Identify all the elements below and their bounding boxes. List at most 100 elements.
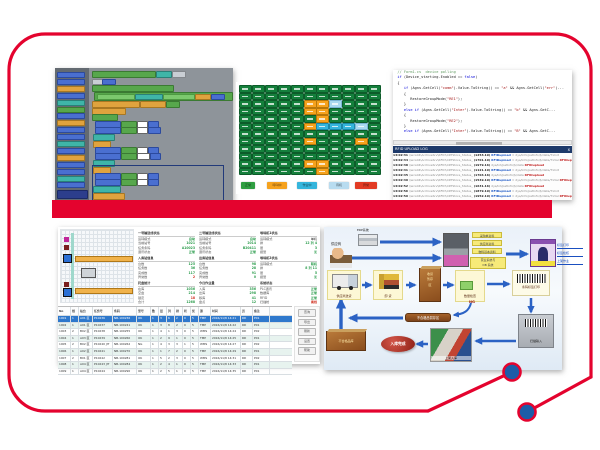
log-token: (1253.19) (473, 153, 491, 157)
code-block (121, 153, 137, 160)
table-cell: 5 (191, 342, 199, 348)
table-cell: 员 (241, 307, 253, 315)
table-cell: 2 (175, 316, 183, 322)
grid-cell (303, 85, 317, 93)
code-line: if (Agns.GetCell("comm").Value.ToString(… (393, 86, 572, 91)
check-screen-icon (460, 281, 473, 290)
table-cell: 2016/11/8 14:22 (211, 322, 241, 329)
side-button: 帮助 (298, 347, 316, 355)
grid-cell (368, 145, 381, 153)
status-panel: 今日作业量 入库 356 出库 298 移库 41 盘点 12 (199, 281, 256, 305)
code-token: false (464, 75, 476, 80)
table-cell: RD (241, 348, 253, 355)
grid-cell (329, 92, 343, 101)
grid-cell (316, 100, 330, 108)
code-block (166, 101, 180, 108)
table-row: 1006 1 A02 区 P10241 NB-100270 OK 1 1 7 2 0 5 TMP 2016… (58, 348, 292, 356)
grid-cell (303, 167, 317, 176)
table-cell: 0 (183, 355, 191, 362)
system-caption: 营业系统与 DB 系统 (470, 257, 506, 269)
conveyor-bar (75, 256, 133, 262)
forklift-node: 卸 货 (373, 270, 403, 300)
grid-cell (264, 152, 278, 161)
grid-cell (342, 100, 356, 108)
crane-icon (63, 288, 72, 297)
panel-value: 1268 (186, 300, 195, 305)
table-cell: 2 (159, 335, 167, 342)
grid-cell (329, 107, 343, 116)
code-block (140, 101, 166, 108)
table-cell: 1 (71, 348, 79, 355)
grid-cell (290, 160, 304, 168)
log-token: (1979.16) (473, 163, 491, 168)
grid-cell (355, 122, 369, 131)
ng-label: NG (469, 300, 475, 304)
log-token: 14:02:52 (393, 183, 408, 188)
table-cell: 2016/11/8 14:35 (211, 368, 241, 375)
table-cell: 1 (151, 322, 159, 329)
code-token: ).Value.ToString() == (453, 86, 502, 91)
panel-row: 异常数 0 (199, 275, 256, 280)
code-token: "comm" (440, 86, 454, 91)
table-cell: 列 (167, 307, 175, 315)
table-row: 1005 2 B02 区 P10240 JIT NB-100262 NG 1 4 3 3 1 5 WMS… (58, 342, 292, 349)
grid-cell (342, 107, 356, 116)
code-block (148, 127, 161, 134)
status-panel: 托盘统计 在库 1036 空盘 214 锁定 18 合计 1268 (138, 281, 195, 305)
grid-cell (316, 122, 330, 131)
grid-cell (368, 92, 381, 101)
code-block (92, 85, 174, 92)
log-token: \\wcs04\ArchiveSrv\RFID\CRTStore_Status_ (407, 193, 474, 198)
grid-cell (277, 130, 291, 138)
table-cell: 1 (151, 329, 159, 335)
table-cell: TMP (199, 322, 211, 329)
table-cell: 站台 (79, 307, 93, 315)
table-cell: 1 (151, 335, 159, 342)
table-cell: 3 (167, 342, 175, 348)
table-cell: 2 (175, 348, 183, 355)
grid-cell (303, 137, 317, 146)
status-panel: 堆垛机2状态 运转模式 联机排 8 列 11 层 5 报警无 (260, 256, 317, 280)
receive-zone-caption: 收货暂存区 (426, 272, 433, 287)
panel-label: 报警 (260, 250, 267, 255)
table-cell: 1 (71, 322, 79, 329)
table-cell: 5 (167, 368, 175, 375)
conveyor-bar (75, 288, 133, 294)
grid-cell (329, 115, 343, 123)
legend-label: 作业中 (302, 183, 312, 187)
gate-step-label: 标签检核 (557, 251, 583, 257)
table-cell: 1 (71, 316, 79, 322)
code-editor-screenshot: // Form1.cs device polling if (Device_st… (393, 70, 572, 200)
grid-cell (342, 115, 356, 123)
table-cell: 8 (167, 322, 175, 329)
log-row: 14:02:59 \\wcs04\ArchiveSrv\RFID\CRTStor… (393, 194, 572, 199)
log-token: RFIDupload (490, 153, 512, 157)
grid-cell (316, 107, 330, 116)
grid-cell (251, 107, 265, 116)
code-block (172, 71, 186, 78)
panel-value: 0 (253, 275, 256, 280)
grid-cell (316, 85, 330, 93)
code-token (393, 86, 404, 90)
code-area: // Form1.cs device polling if (Device_st… (393, 70, 572, 140)
table-cell: 1 (151, 342, 159, 348)
code-token: ).Value.ToString() == (466, 107, 515, 112)
close-icon: x (567, 147, 570, 152)
grid-cell (264, 122, 278, 131)
grid-cell (303, 130, 317, 138)
code-token: (Agns.GetCell( (408, 86, 441, 91)
crane-icon (63, 254, 72, 263)
grid-cell (355, 160, 369, 168)
grid-cell (368, 130, 381, 138)
table-cell: 2 (71, 355, 79, 362)
table-cell: OK (137, 355, 151, 362)
grid-cell (264, 137, 278, 146)
grid-cell (264, 115, 278, 123)
log-token: = dys/Info/patInfo/$/data/TxVal (511, 158, 560, 163)
grid-cell (303, 100, 317, 108)
grid-cell (239, 107, 252, 116)
panel-row: 合计 1268 (138, 300, 195, 305)
table-cell: 0 (183, 316, 191, 322)
code-token: ); (457, 118, 463, 123)
grid-cell (342, 122, 356, 131)
